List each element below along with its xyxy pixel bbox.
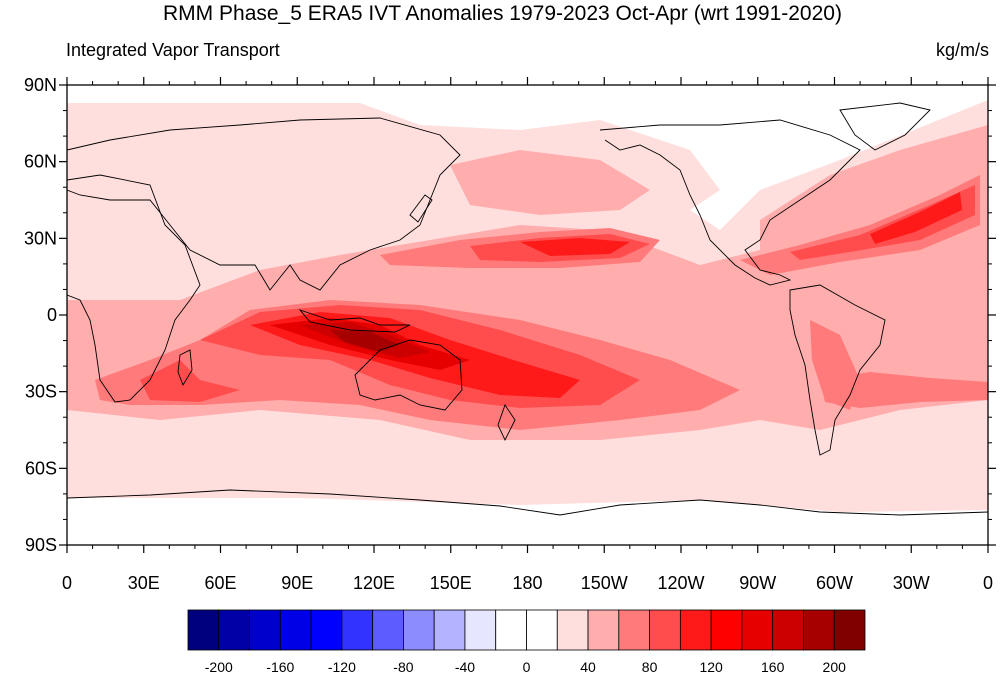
indonesia-outline xyxy=(298,309,411,333)
colorbar-box xyxy=(679,609,712,651)
coastlines xyxy=(67,102,988,516)
colorbar-box xyxy=(249,609,281,651)
map-title: RMM Phase_5 ERA5 IVT Anomalies 1979-2023… xyxy=(163,2,842,25)
units-label: kg/m/s xyxy=(935,40,989,60)
colorbar-box xyxy=(218,609,250,651)
lon-tick-label: 0 xyxy=(983,573,993,593)
colorbar-box xyxy=(710,609,743,651)
lon-tick-label: 150W xyxy=(581,573,628,593)
lat-tick-label: 30N xyxy=(24,228,57,248)
south-america-outline xyxy=(789,284,886,456)
anomaly-atlantic-jet-200 xyxy=(870,192,962,244)
lat-tick-label: 0 xyxy=(47,305,57,325)
anomaly-nh-pacific-80 xyxy=(450,150,650,215)
anomaly-madagascar-160 xyxy=(140,360,240,402)
anomaly-brazil-120 xyxy=(810,320,860,410)
lon-tick-label: 60W xyxy=(816,573,853,593)
colorbar-box xyxy=(618,609,650,651)
lat-tick-label: 90N xyxy=(24,75,57,95)
anomaly-pacific-jet-200 xyxy=(520,238,630,256)
colorbar-label: -40 xyxy=(455,659,475,675)
colorbar-box xyxy=(741,609,774,651)
lat-tick-label: 60S xyxy=(25,458,57,478)
africa-outline xyxy=(67,174,201,403)
colorbar-box xyxy=(495,609,527,651)
colorbar-label: 200 xyxy=(823,659,847,675)
lat-tick-label: 60N xyxy=(24,152,57,172)
colorbar-box xyxy=(372,609,404,651)
madagascar-outline xyxy=(177,349,193,387)
lat-tick-label: 30S xyxy=(25,382,57,402)
colorbar-box xyxy=(279,609,312,651)
eurasia-outline xyxy=(67,117,461,291)
antarctica-outline xyxy=(67,489,988,516)
anomaly-fields xyxy=(67,100,988,512)
colorbar-box xyxy=(526,609,558,651)
australia-outline xyxy=(354,339,463,411)
colorbar-box xyxy=(803,609,835,651)
colorbar-label: -80 xyxy=(393,659,413,675)
colorbar-box xyxy=(403,609,435,651)
colorbar-label: 160 xyxy=(761,659,785,675)
colorbar-box xyxy=(587,609,620,651)
anomaly-south-atlantic-120 xyxy=(820,372,988,408)
colorbar-box xyxy=(649,609,681,651)
colorbar-box xyxy=(341,609,374,651)
colorbar-box xyxy=(433,609,466,651)
lon-tick-label: 120W xyxy=(657,573,704,593)
lon-tick-label: 0 xyxy=(62,573,72,593)
lon-tick-label: 60E xyxy=(204,573,236,593)
anomaly-atlantic-jet-160 xyxy=(790,185,975,260)
colorbar-label: 0 xyxy=(523,659,531,675)
left-string: Integrated Vapor Transport xyxy=(66,40,280,60)
lon-tick-label: 150E xyxy=(430,573,472,593)
colorbar-box xyxy=(833,609,866,651)
lat-tick-label: 90S xyxy=(25,535,57,555)
lon-tick-label: 90E xyxy=(281,573,313,593)
colorbar-label: -120 xyxy=(328,659,356,675)
colorbar-label: -160 xyxy=(266,659,294,675)
lon-tick-label: 30W xyxy=(893,573,930,593)
colorbar-box xyxy=(187,609,220,651)
anomaly-core-max xyxy=(330,330,400,352)
lon-tick-label: 120E xyxy=(353,573,395,593)
lon-tick-label: 180 xyxy=(512,573,542,593)
colorbar: -200 -160 -120 -80 -40 0 40 80 120 160 200 xyxy=(187,609,866,675)
colorbar-label: 40 xyxy=(580,659,596,675)
colorbar-label: 80 xyxy=(642,659,658,675)
new-zealand-outline xyxy=(497,403,516,442)
greenland-outline xyxy=(839,102,931,151)
lon-tick-label: 90W xyxy=(739,573,776,593)
colorbar-label: -200 xyxy=(205,659,233,675)
colorbar-box xyxy=(464,609,497,651)
colorbar-box xyxy=(556,609,589,651)
japan-outline xyxy=(409,194,433,223)
colorbar-box xyxy=(772,609,804,651)
colorbar-box xyxy=(310,609,343,651)
colorbar-label: 120 xyxy=(699,659,723,675)
lon-tick-label: 30E xyxy=(128,573,160,593)
north-america-outline xyxy=(599,119,861,286)
